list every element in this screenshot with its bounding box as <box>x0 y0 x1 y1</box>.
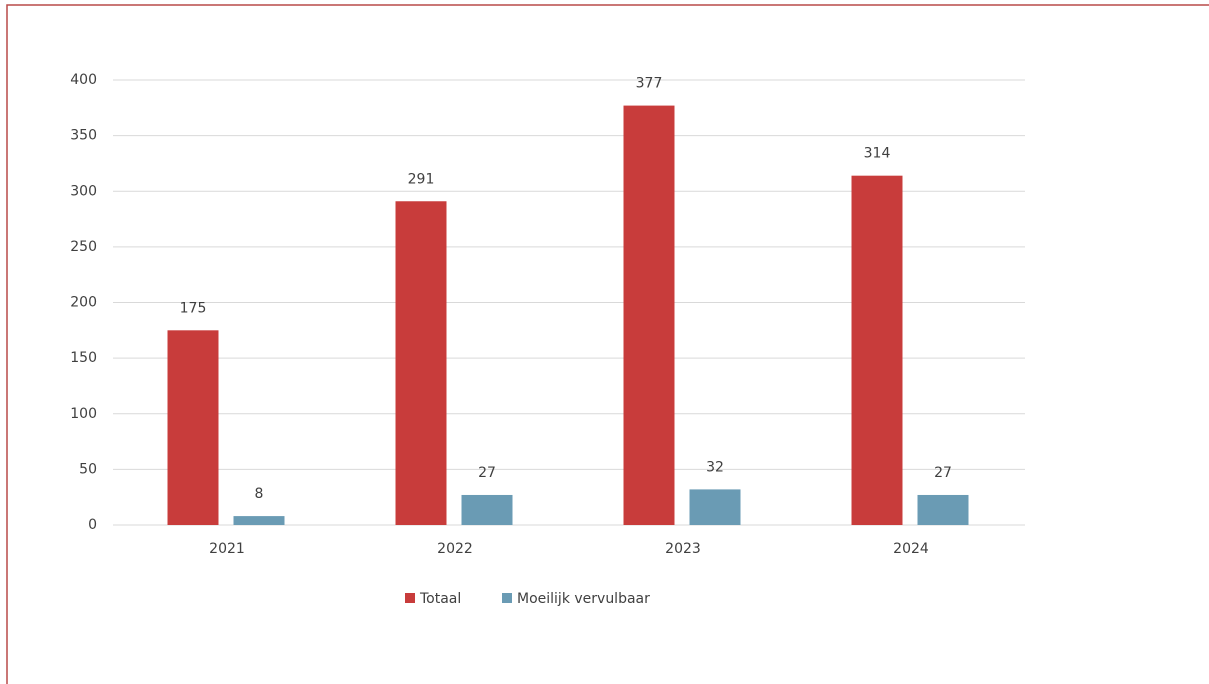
bar <box>917 494 969 525</box>
y-tick-label: 50 <box>79 461 97 477</box>
value-label: 175 <box>180 300 207 316</box>
value-label: 377 <box>636 76 663 92</box>
y-tick-label: 350 <box>70 128 97 144</box>
y-tick-label: 300 <box>70 183 97 199</box>
legend-label: Moeilijk vervulbaar <box>517 591 650 607</box>
value-label: 8 <box>255 486 264 502</box>
legend-swatch <box>405 593 415 603</box>
bar <box>623 105 675 526</box>
y-tick-label: 200 <box>70 295 97 311</box>
bar <box>851 175 903 526</box>
frame <box>6 4 1209 684</box>
bar <box>689 489 741 525</box>
value-label: 314 <box>864 146 891 162</box>
value-label: 32 <box>706 459 724 475</box>
y-tick-label: 150 <box>70 350 97 366</box>
y-tick-label: 250 <box>70 239 97 255</box>
value-label: 291 <box>408 171 435 187</box>
x-tick-label: 2024 <box>893 541 929 557</box>
legend-label: Totaal <box>419 591 461 607</box>
value-label: 27 <box>934 465 952 481</box>
legend-swatch <box>502 593 512 603</box>
bar <box>461 494 513 525</box>
y-tick-label: 400 <box>70 72 97 88</box>
y-tick-label: 0 <box>88 517 97 533</box>
bar <box>167 330 219 525</box>
x-tick-label: 2023 <box>665 541 701 557</box>
y-tick-label: 100 <box>70 406 97 422</box>
x-tick-label: 2021 <box>209 541 245 557</box>
value-label: 27 <box>478 465 496 481</box>
bar <box>233 516 285 525</box>
x-tick-label: 2022 <box>437 541 473 557</box>
bar <box>395 201 447 525</box>
